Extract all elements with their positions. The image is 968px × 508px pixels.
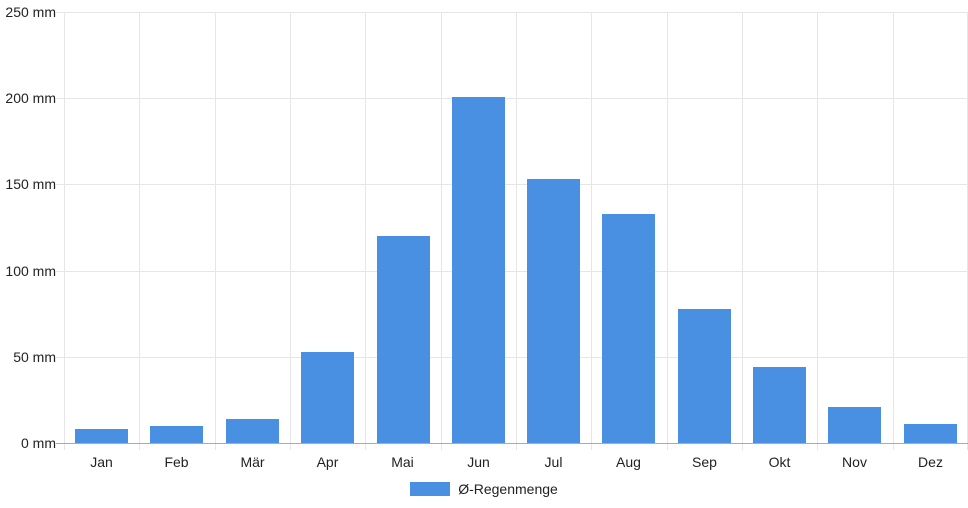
gridline-horizontal xyxy=(64,12,968,13)
x-axis-label-apr: Apr xyxy=(316,454,339,470)
x-axis-line xyxy=(64,443,968,444)
y-axis-tick xyxy=(56,357,64,358)
y-axis-tick-label: 250 mm xyxy=(5,4,56,20)
gridline-vertical xyxy=(290,12,291,450)
y-axis-tick-label: 150 mm xyxy=(5,176,56,192)
legend-label: Ø-Regenmenge xyxy=(458,481,558,497)
gridline-vertical xyxy=(365,12,366,450)
bar-mär[interactable] xyxy=(226,418,279,443)
bar-mai[interactable] xyxy=(377,236,430,443)
gridline-vertical xyxy=(215,12,216,450)
x-axis-label-mär: Mär xyxy=(240,454,265,470)
x-axis-label-jun: Jun xyxy=(467,454,490,470)
gridline-horizontal xyxy=(64,271,968,272)
x-axis-label-feb: Feb xyxy=(164,454,189,470)
y-axis-tick-label: 50 mm xyxy=(13,349,56,365)
y-axis-tick-label: 0 mm xyxy=(21,435,56,451)
x-axis-label-dez: Dez xyxy=(918,454,943,470)
x-axis-label-okt: Okt xyxy=(768,454,791,470)
x-axis-label-jan: Jan xyxy=(90,454,113,470)
bar-aug[interactable] xyxy=(602,213,655,443)
legend-swatch-icon xyxy=(410,482,451,496)
bar-nov[interactable] xyxy=(828,406,881,443)
gridline-vertical xyxy=(139,12,140,450)
gridline-vertical xyxy=(893,12,894,450)
gridline-vertical xyxy=(64,12,65,450)
bar-sep[interactable] xyxy=(678,308,731,443)
y-axis-tick xyxy=(56,184,64,185)
gridline-horizontal xyxy=(64,98,968,99)
y-axis-tick xyxy=(56,443,64,444)
x-axis-label-aug: Aug xyxy=(616,454,641,470)
gridline-vertical xyxy=(516,12,517,450)
legend-item[interactable]: Ø-Regenmenge xyxy=(0,481,968,497)
gridline-vertical xyxy=(441,12,442,450)
x-axis-label-sep: Sep xyxy=(692,454,717,470)
y-axis-tick xyxy=(56,271,64,272)
gridline-vertical xyxy=(817,12,818,450)
gridline-vertical xyxy=(591,12,592,450)
bar-jul[interactable] xyxy=(527,179,580,443)
x-axis-label-jul: Jul xyxy=(544,454,563,470)
y-axis-tick-label: 100 mm xyxy=(5,263,56,279)
y-axis-tick-label: 200 mm xyxy=(5,90,56,106)
y-axis-tick xyxy=(56,98,64,99)
bar-feb[interactable] xyxy=(150,425,203,443)
gridline-horizontal xyxy=(64,184,968,185)
gridline-vertical xyxy=(742,12,743,450)
bar-jun[interactable] xyxy=(452,96,505,443)
x-axis-label-mai: Mai xyxy=(391,454,414,470)
bar-dez[interactable] xyxy=(904,424,957,443)
gridline-vertical xyxy=(667,12,668,450)
y-axis-tick xyxy=(56,12,64,13)
gridline-horizontal xyxy=(64,357,968,358)
bar-okt[interactable] xyxy=(753,367,806,443)
x-axis-label-nov: Nov xyxy=(842,454,867,470)
bar-jan[interactable] xyxy=(75,429,128,443)
bar-apr[interactable] xyxy=(301,351,354,443)
